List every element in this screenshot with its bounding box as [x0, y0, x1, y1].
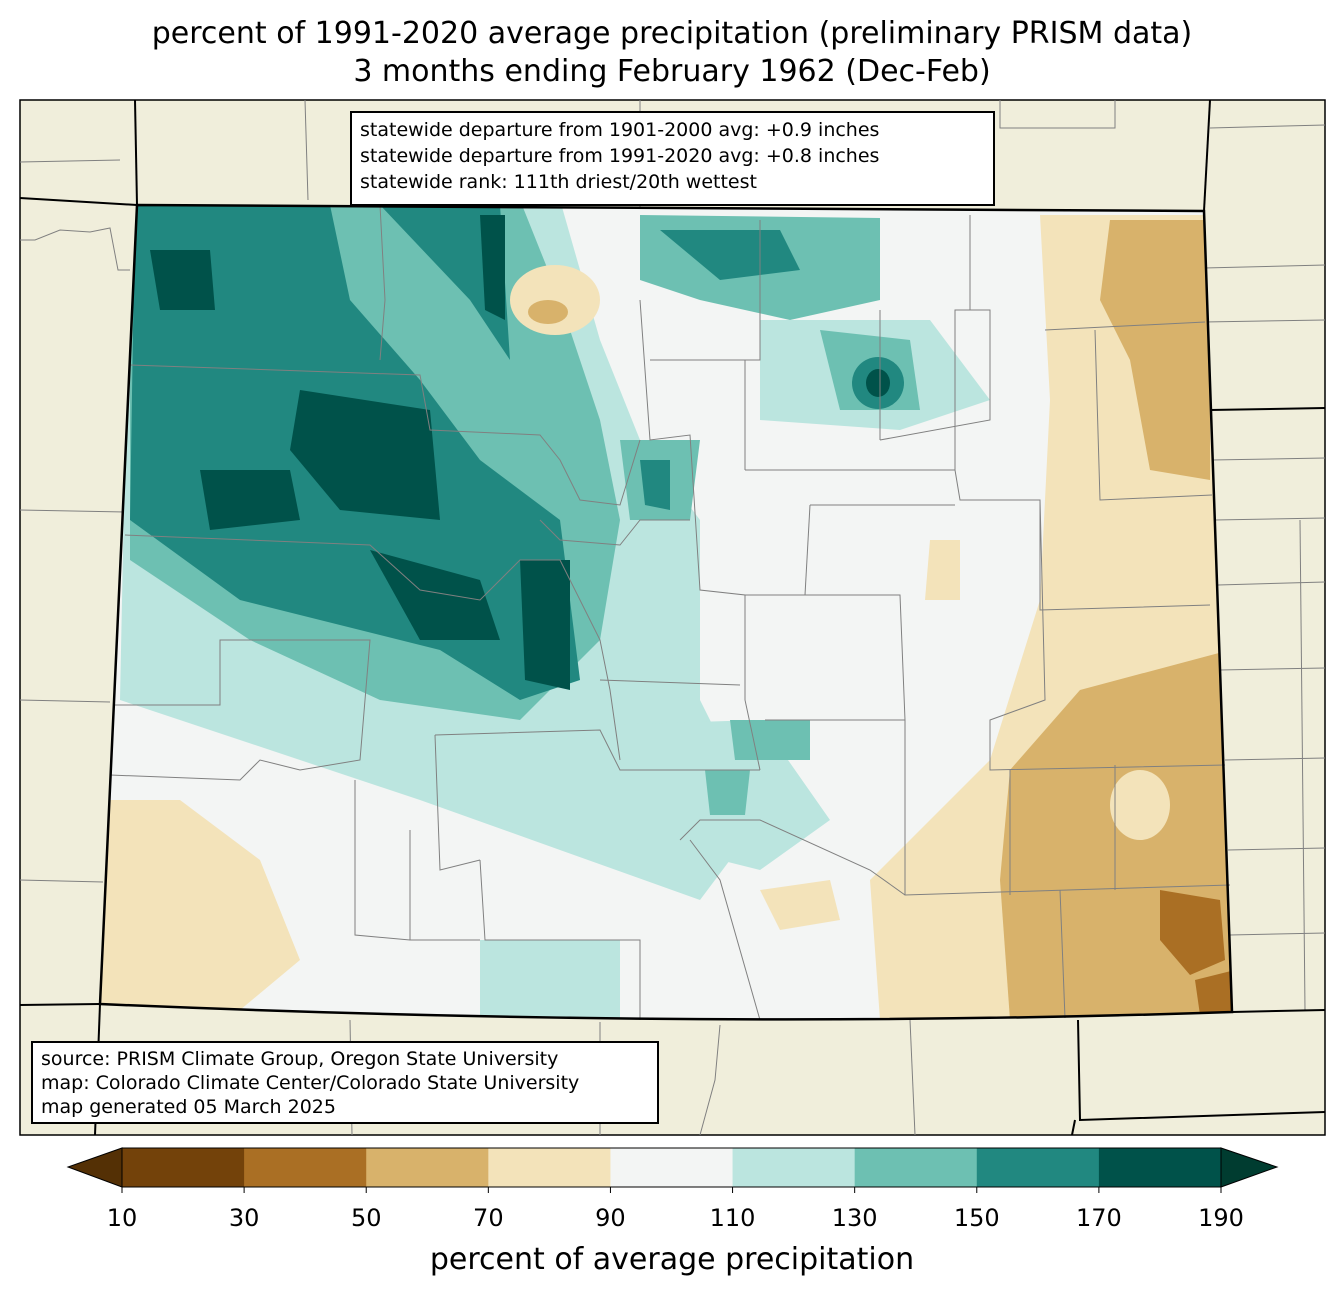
- colorbar-tick-label: 150: [953, 1204, 1000, 1232]
- colorbar-over-triangle: [1220, 1147, 1279, 1188]
- map-title-line2: 3 months ending February 1962 (Dec-Feb): [353, 54, 991, 89]
- colorbar-segment: [244, 1148, 367, 1187]
- colorbar-segment: [732, 1148, 856, 1187]
- colorbar-segment: [854, 1148, 978, 1187]
- colorbar-tick-label: 130: [831, 1204, 878, 1232]
- credits-line-2: map: Colorado Climate Center/Colorado St…: [41, 1072, 580, 1094]
- colorado-border: [98, 203, 1234, 1021]
- colorbar-tick-label: 110: [709, 1204, 756, 1232]
- map-title-line1: percent of 1991-2020 average precipitati…: [151, 16, 1193, 51]
- colorbar-tick-label: 190: [1198, 1204, 1244, 1232]
- credits-box: source: PRISM Climate Group, Oregon Stat…: [31, 1041, 659, 1124]
- colorbar-tick-label: 50: [350, 1204, 382, 1232]
- colorbar-under-triangle: [66, 1147, 123, 1188]
- colorbar-tick-label: 10: [106, 1204, 138, 1232]
- colorbar-outline: [121, 1147, 1222, 1188]
- colorbar-tick-label: 30: [228, 1204, 260, 1232]
- colorbar-segment: [366, 1148, 489, 1187]
- colorbar-tick-label: 70: [473, 1204, 504, 1232]
- colorbar-segment: [610, 1148, 734, 1187]
- credits-line-1: source: PRISM Climate Group, Oregon Stat…: [41, 1048, 559, 1070]
- colorbar-segment: [976, 1148, 1100, 1187]
- colorbar-tick-label: 170: [1075, 1204, 1122, 1232]
- credits-line-3: map generated 05 March 2025: [41, 1096, 336, 1118]
- colorbar-segments: [122, 1148, 1222, 1187]
- colorbar-label: percent of average precipitation: [429, 1242, 915, 1277]
- colorbar-segment: [1098, 1148, 1222, 1187]
- stats-line-1: statewide departure from 1901-2000 avg: …: [360, 119, 880, 141]
- colorbar-segment: [488, 1148, 611, 1187]
- stats-line-3: statewide rank: 111th driest/20th wettes…: [360, 171, 757, 193]
- colorbar: [66, 1147, 1279, 1193]
- colorbar-tick-label: 90: [595, 1204, 626, 1232]
- colorbar-segment: [122, 1148, 245, 1187]
- county-lines: [109, 204, 1231, 1021]
- precipitation-field: [100, 205, 1232, 1020]
- statewide-stats-box: statewide departure from 1901-2000 avg: …: [350, 111, 995, 206]
- stats-line-2: statewide departure from 1991-2020 avg: …: [360, 145, 880, 167]
